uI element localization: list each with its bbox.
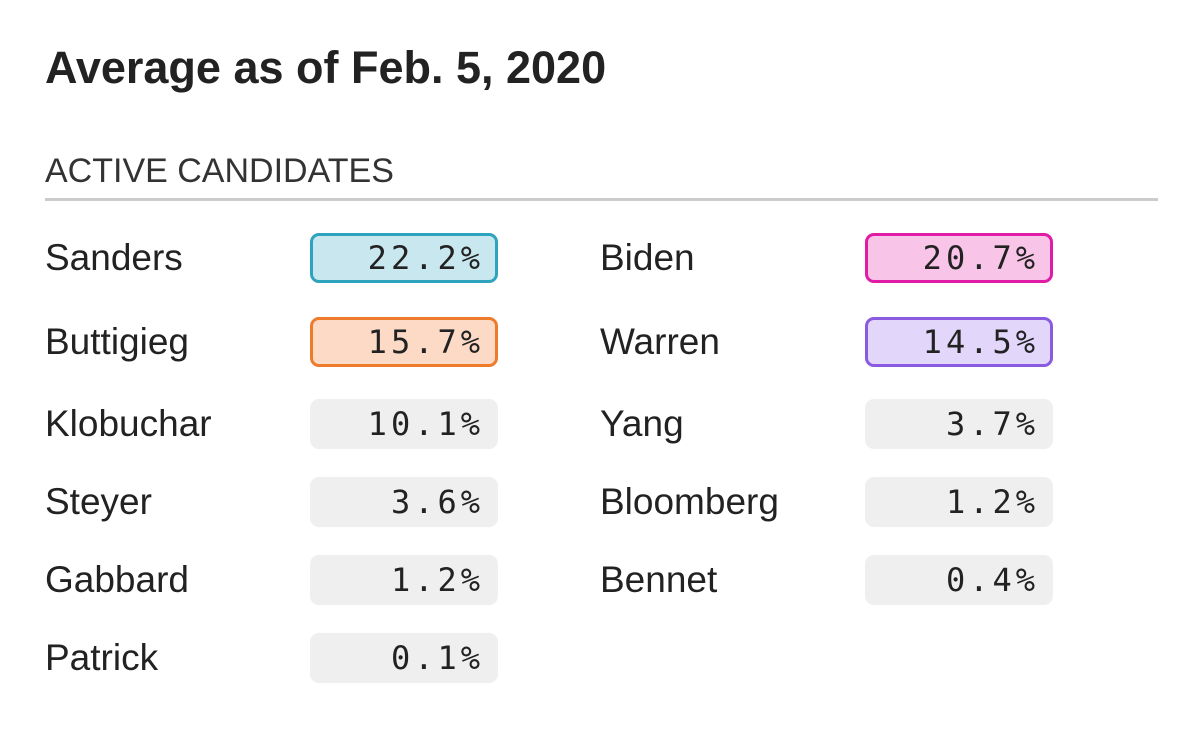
candidate-name: Biden (600, 237, 695, 278)
divider (45, 198, 1158, 201)
candidate-value: 15.7% (310, 317, 498, 367)
candidate-value: 1.2% (865, 477, 1053, 527)
candidate-name: Bloomberg (600, 481, 779, 522)
candidate-value: 0.4% (865, 555, 1053, 605)
candidate-name: Yang (600, 403, 684, 444)
candidate-name: Bennet (600, 559, 718, 600)
candidate-name: Sanders (45, 237, 183, 278)
candidate-name: Klobuchar (45, 403, 212, 444)
candidate-value: 22.2% (310, 233, 498, 283)
candidate-name: Gabbard (45, 559, 189, 600)
candidate-name: Buttigieg (45, 321, 189, 362)
candidate-name: Patrick (45, 637, 159, 678)
candidate-value: 0.1% (310, 633, 498, 683)
candidate-value: 14.5% (865, 317, 1053, 367)
candidate-value: 1.2% (310, 555, 498, 605)
candidate-value: 20.7% (865, 233, 1053, 283)
title: Average as of Feb. 5, 2020 (45, 42, 607, 93)
candidate-value: 3.6% (310, 477, 498, 527)
candidate-value: 3.7% (865, 399, 1053, 449)
candidate-name: Steyer (45, 481, 152, 522)
candidate-value: 10.1% (310, 399, 498, 449)
section-label: ACTIVE CANDIDATES (45, 152, 394, 190)
candidate-name: Warren (600, 321, 720, 362)
